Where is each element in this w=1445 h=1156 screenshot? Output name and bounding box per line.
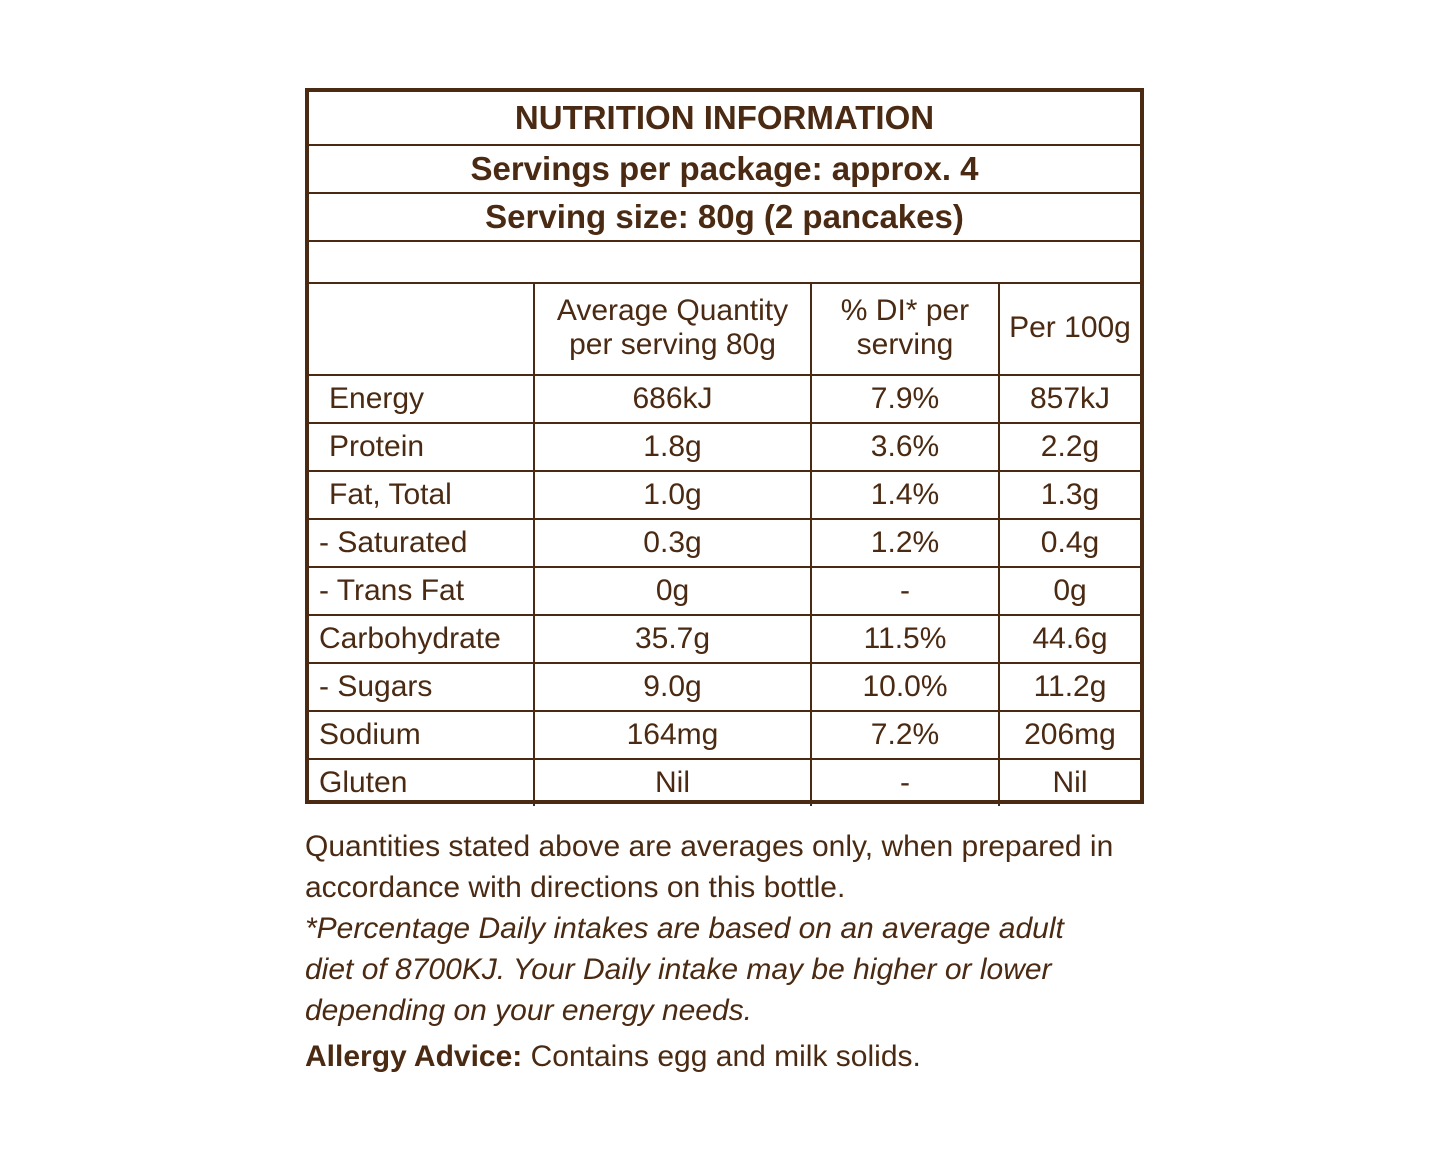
quantities-note: Quantities stated above are averages onl… [305, 830, 1114, 904]
per-100g-value: 206mg [998, 710, 1140, 760]
table-row: Protein 1.8g 3.6% 2.2g [309, 422, 1140, 472]
nutrition-table: Average Quantity per serving 80g % DI* p… [309, 282, 1140, 806]
nutrition-panel: NUTRITION INFORMATION Servings per packa… [305, 88, 1144, 806]
nutrient-name: Gluten [309, 758, 535, 806]
header-nutrient [309, 282, 535, 376]
per-serving-value: 686kJ [533, 374, 812, 424]
per-serving-value: 164mg [533, 710, 812, 760]
table-row: - Trans Fat 0g - 0g [309, 566, 1140, 616]
table-row: Fat, Total 1.0g 1.4% 1.3g [309, 470, 1140, 520]
per-serving-value: 1.0g [533, 470, 812, 520]
per-100g-value: 2.2g [998, 422, 1140, 472]
table-header-row: Average Quantity per serving 80g % DI* p… [309, 282, 1140, 376]
per-serving-value: 0.3g [533, 518, 812, 568]
per-serving-value: 0g [533, 566, 812, 616]
table-row: Gluten Nil - Nil [309, 758, 1140, 806]
spacer-row [309, 242, 1140, 284]
per-100g-value: 1.3g [998, 470, 1140, 520]
nutrient-name: Fat, Total [309, 470, 535, 520]
per-serving-value: 9.0g [533, 662, 812, 712]
percent-di-value: 7.2% [810, 710, 1000, 760]
per-100g-value: Nil [998, 758, 1140, 806]
per-100g-value: 44.6g [998, 614, 1140, 664]
header-per-100g: Per 100g [998, 282, 1140, 376]
allergy-text: Contains egg and milk solids. [522, 1040, 921, 1073]
servings-per-package: Servings per package: approx. 4 [309, 146, 1140, 194]
percent-di-value: 1.2% [810, 518, 1000, 568]
per-serving-value: 35.7g [533, 614, 812, 664]
percent-di-value: 10.0% [810, 662, 1000, 712]
table-row: - Sugars 9.0g 10.0% 11.2g [309, 662, 1140, 712]
percent-di-value: 1.4% [810, 470, 1000, 520]
percent-di-value: 11.5% [810, 614, 1000, 664]
nutrient-name: Carbohydrate [309, 614, 535, 664]
nutrient-name: - Saturated [309, 518, 535, 568]
table-row: Energy 686kJ 7.9% 857kJ [309, 374, 1140, 424]
nutrient-name: Energy [309, 374, 535, 424]
percent-di-value: 7.9% [810, 374, 1000, 424]
percent-di-value: 3.6% [810, 422, 1000, 472]
per-100g-value: 0.4g [998, 518, 1140, 568]
percent-di-value: - [810, 758, 1000, 806]
footnotes: Quantities stated above are averages onl… [305, 826, 1165, 1031]
table-row: - Saturated 0.3g 1.2% 0.4g [309, 518, 1140, 568]
nutrient-name: Protein [309, 422, 535, 472]
allergy-label: Allergy Advice: [305, 1040, 523, 1073]
panel-title: NUTRITION INFORMATION [309, 92, 1140, 146]
nutrient-name: - Sugars [309, 662, 535, 712]
per-100g-value: 0g [998, 566, 1140, 616]
nutrient-name: Sodium [309, 710, 535, 760]
per-100g-value: 857kJ [998, 374, 1140, 424]
table-row: Carbohydrate 35.7g 11.5% 44.6g [309, 614, 1140, 664]
allergy-advice: Allergy Advice: Contains egg and milk so… [305, 1040, 921, 1074]
serving-size: Serving size: 80g (2 pancakes) [309, 194, 1140, 242]
header-average-quantity: Average Quantity per serving 80g [533, 282, 812, 376]
per-100g-value: 11.2g [998, 662, 1140, 712]
per-serving-value: Nil [533, 758, 812, 806]
per-serving-value: 1.8g [533, 422, 812, 472]
daily-intake-note: *Percentage Daily intakes are based on a… [305, 912, 1064, 1027]
nutrient-name: - Trans Fat [309, 566, 535, 616]
percent-di-value: - [810, 566, 1000, 616]
header-percent-di: % DI* per serving [810, 282, 1000, 376]
table-row: Sodium 164mg 7.2% 206mg [309, 710, 1140, 760]
